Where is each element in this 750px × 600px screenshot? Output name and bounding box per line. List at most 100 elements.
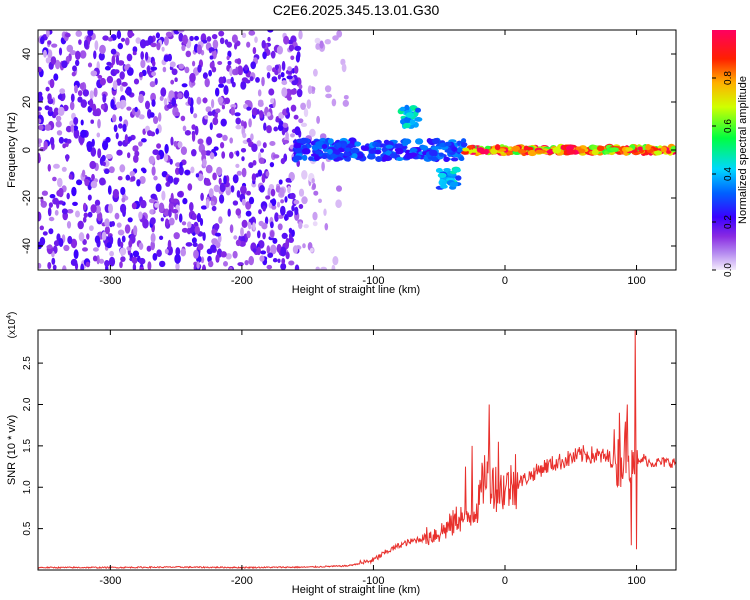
heatmap-cell [150, 233, 156, 243]
heatmap-cell [99, 77, 106, 86]
heatmap-cell [92, 255, 98, 262]
heatmap-cell [204, 115, 209, 120]
heatmap-cell [428, 149, 438, 157]
heatmap-cell [178, 32, 184, 42]
heatmap-cell [293, 155, 302, 161]
heatmap-cell [162, 66, 167, 73]
heatmap-cell [149, 81, 156, 88]
heatmap-cell [45, 86, 50, 92]
heatmap-cell [229, 137, 233, 144]
heatmap-cell [281, 232, 288, 239]
heatmap-cell [287, 185, 291, 194]
heatmap-cell [115, 132, 119, 140]
heatmap-cell [107, 185, 112, 195]
heatmap-cell [327, 148, 333, 155]
heatmap-cell [236, 150, 240, 157]
heatmap-cell [202, 264, 206, 270]
heatmap-cell [151, 60, 156, 67]
heatmap-cell [72, 201, 78, 206]
heatmap-cell [273, 154, 280, 159]
heatmap-y-tick-label: -40 [21, 238, 33, 254]
heatmap-cell [206, 36, 212, 42]
heatmap-cell [223, 261, 228, 267]
snr-clip [38, 330, 676, 570]
heatmap-cell [80, 263, 85, 270]
heatmap-cell [324, 223, 329, 231]
heatmap-cell [82, 89, 89, 97]
heatmap-cell [173, 140, 178, 147]
heatmap-cell [151, 99, 156, 107]
heatmap-cell [110, 48, 117, 55]
heatmap-cell [132, 46, 138, 53]
heatmap-cell [68, 174, 73, 180]
heatmap-cell [191, 149, 197, 157]
heatmap-cell [312, 211, 318, 221]
heatmap-cell [94, 40, 99, 51]
heatmap-cell [260, 250, 267, 255]
heatmap-cell [255, 77, 260, 83]
heatmap-cell [374, 149, 382, 155]
heatmap-cell [55, 120, 62, 128]
heatmap-cell [280, 205, 286, 216]
heatmap-cell [57, 106, 65, 117]
heatmap-cell [168, 217, 175, 226]
heatmap-cell [185, 242, 193, 247]
heatmap-cell [57, 177, 63, 188]
heatmap-x-ticks: -300 -200 -100 0 100 [99, 30, 646, 287]
heatmap-cell [195, 173, 200, 178]
heatmap-cell [146, 65, 151, 75]
heatmap-cell [175, 262, 180, 270]
heatmap-cell [453, 167, 461, 173]
heatmap-cell [336, 142, 342, 148]
heatmap-cell [83, 212, 89, 218]
heatmap-cell [92, 247, 99, 252]
heatmap-cell [122, 123, 127, 133]
heatmap-cell [173, 232, 180, 240]
heatmap-cell [119, 71, 125, 80]
heatmap-cell [299, 137, 308, 144]
heatmap-cell [49, 136, 55, 146]
heatmap-cell [183, 89, 190, 99]
heatmap-cell [48, 106, 53, 113]
heatmap-cell [443, 168, 451, 172]
heatmap-cell [67, 209, 74, 214]
heatmap-cell [96, 132, 101, 138]
heatmap-cell [441, 180, 447, 186]
heatmap-cell [56, 130, 63, 136]
heatmap-cell [294, 264, 300, 270]
heatmap-cell [120, 186, 126, 196]
heatmap-cell [625, 147, 633, 152]
heatmap-cell [462, 147, 470, 152]
heatmap-cell [53, 73, 59, 81]
snr-x-tick-label: 0 [502, 575, 508, 587]
heatmap-cell [83, 202, 87, 211]
heatmap-cell [174, 111, 181, 116]
heatmap-cell [47, 40, 52, 45]
snr-y-tick-label: 2.0 [22, 397, 33, 411]
heatmap-cell [235, 117, 241, 125]
heatmap-cell [271, 198, 277, 207]
heatmap-cell [232, 174, 239, 184]
heatmap-cell [279, 120, 284, 126]
heatmap-cell [274, 64, 279, 70]
heatmap-cell [479, 149, 486, 155]
heatmap-cell [290, 104, 297, 112]
heatmap-cell [75, 30, 83, 37]
heatmap-cell [124, 134, 129, 144]
heatmap-cell [235, 163, 240, 168]
heatmap-cell [138, 93, 144, 104]
heatmap-cell [102, 161, 106, 167]
heatmap-cell [139, 266, 145, 270]
heatmap-cell [133, 225, 138, 236]
heatmap-cell [271, 76, 278, 83]
heatmap-cell [47, 207, 52, 217]
heatmap-cell [75, 210, 80, 218]
heatmap-cell [75, 59, 80, 67]
heatmap-cell [127, 136, 133, 142]
heatmap-cell [431, 156, 438, 162]
heatmap-cell [132, 263, 137, 270]
heatmap-cell [404, 104, 410, 112]
heatmap-cell [80, 119, 84, 126]
heatmap-cell [262, 142, 267, 149]
heatmap-cell [286, 95, 292, 101]
